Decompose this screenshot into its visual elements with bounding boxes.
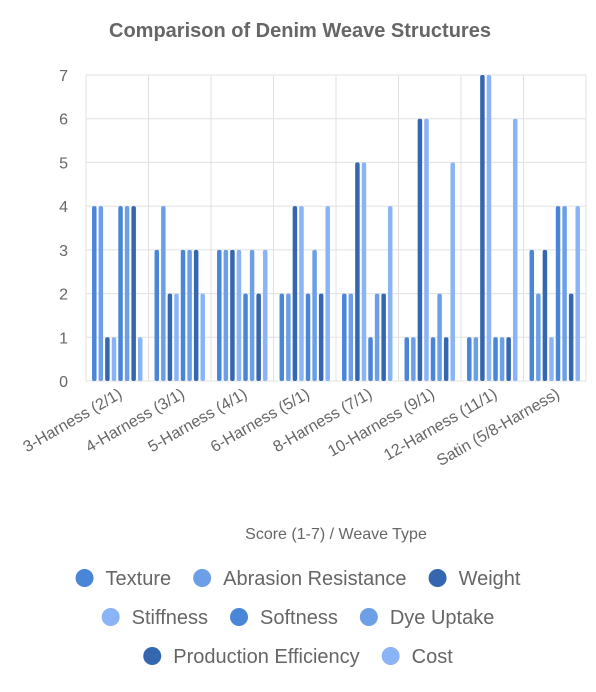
bar (568, 293, 574, 381)
bar (124, 206, 130, 381)
bar (236, 249, 242, 381)
bar (361, 162, 367, 381)
bar (318, 293, 324, 381)
y-tick-label: 6 (59, 112, 68, 129)
bar (549, 337, 554, 381)
bar (542, 249, 548, 381)
bar (167, 293, 173, 381)
bar (325, 206, 330, 381)
legend-label: Dye Uptake (390, 607, 495, 629)
legend-label: Texture (106, 568, 172, 590)
legend-marker (75, 569, 94, 587)
bar (105, 337, 110, 381)
bar (506, 337, 511, 381)
bar (98, 206, 104, 381)
grid (85, 74, 587, 382)
legend-label: Softness (260, 607, 338, 629)
bar (223, 249, 229, 381)
bar (131, 206, 136, 381)
legend-label: Weight (459, 568, 521, 590)
bar (493, 337, 498, 381)
bar (118, 206, 123, 381)
y-tick-label: 2 (59, 287, 68, 304)
bar (348, 293, 354, 381)
bar (137, 337, 143, 381)
legend-marker (101, 608, 120, 626)
legend-marker (359, 608, 378, 626)
bar (424, 118, 429, 381)
bar (512, 118, 518, 381)
bar (262, 249, 268, 381)
legend-label: Stiffness (132, 607, 208, 629)
x-axis-ticks: 3-Harness (2/1)4-Harness (3/1)5-Harness … (20, 386, 562, 470)
y-tick-label: 1 (59, 330, 68, 347)
legend-label: Production Efficiency (173, 646, 359, 668)
bar (480, 75, 485, 381)
bar (187, 249, 192, 381)
y-tick-label: 3 (59, 243, 68, 260)
bar (299, 206, 304, 381)
bar (411, 337, 416, 381)
bar (193, 249, 199, 381)
legend-marker (143, 647, 162, 665)
bar (443, 337, 449, 381)
bar (230, 249, 235, 381)
bar (292, 206, 298, 381)
bar (92, 206, 97, 381)
bar (342, 293, 347, 381)
bar (374, 293, 380, 381)
x-axis-title: Score (1-7) / Weave Type (245, 526, 427, 543)
bar (555, 206, 561, 381)
legend-marker (230, 608, 249, 626)
y-tick-label: 4 (59, 199, 68, 216)
bar (473, 337, 479, 381)
bar (562, 206, 567, 381)
legend-label: Abrasion Resistance (223, 568, 406, 590)
bar (467, 337, 472, 381)
y-tick-label: 0 (59, 374, 68, 391)
y-tick-label: 7 (59, 68, 68, 85)
bar (243, 293, 248, 381)
bar (430, 337, 436, 381)
chart-title: Comparison of Denim Weave Structures (109, 20, 491, 42)
bar (387, 206, 393, 381)
legend: Texture Abrasion Resistance Weight Stiffnes… (75, 568, 521, 668)
bar (499, 337, 505, 381)
bar (529, 249, 535, 381)
bar (249, 249, 255, 381)
legend-marker (193, 569, 212, 587)
bar (417, 118, 423, 381)
bar (404, 337, 410, 381)
bar (256, 293, 261, 381)
bar (174, 293, 179, 381)
bar (161, 206, 166, 381)
bar (286, 293, 291, 381)
bars (92, 75, 580, 381)
bar (111, 337, 117, 381)
bar (200, 293, 205, 381)
y-axis-ticks: 0 1 2 3 4 5 6 7 (59, 68, 68, 391)
bar (279, 293, 285, 381)
bar (486, 75, 492, 381)
bar (575, 206, 580, 381)
bar (450, 162, 455, 381)
legend-marker (428, 569, 447, 587)
bar (312, 249, 317, 381)
bar (180, 249, 186, 381)
bar (355, 162, 360, 381)
bar (217, 249, 222, 381)
y-tick-label: 5 (59, 155, 68, 172)
bar (437, 293, 442, 381)
legend-label: Cost (412, 646, 454, 668)
bar (536, 293, 541, 381)
bar (154, 249, 160, 381)
bar (305, 293, 311, 381)
bar (381, 293, 386, 381)
bar (368, 337, 373, 381)
legend-marker (381, 647, 400, 665)
